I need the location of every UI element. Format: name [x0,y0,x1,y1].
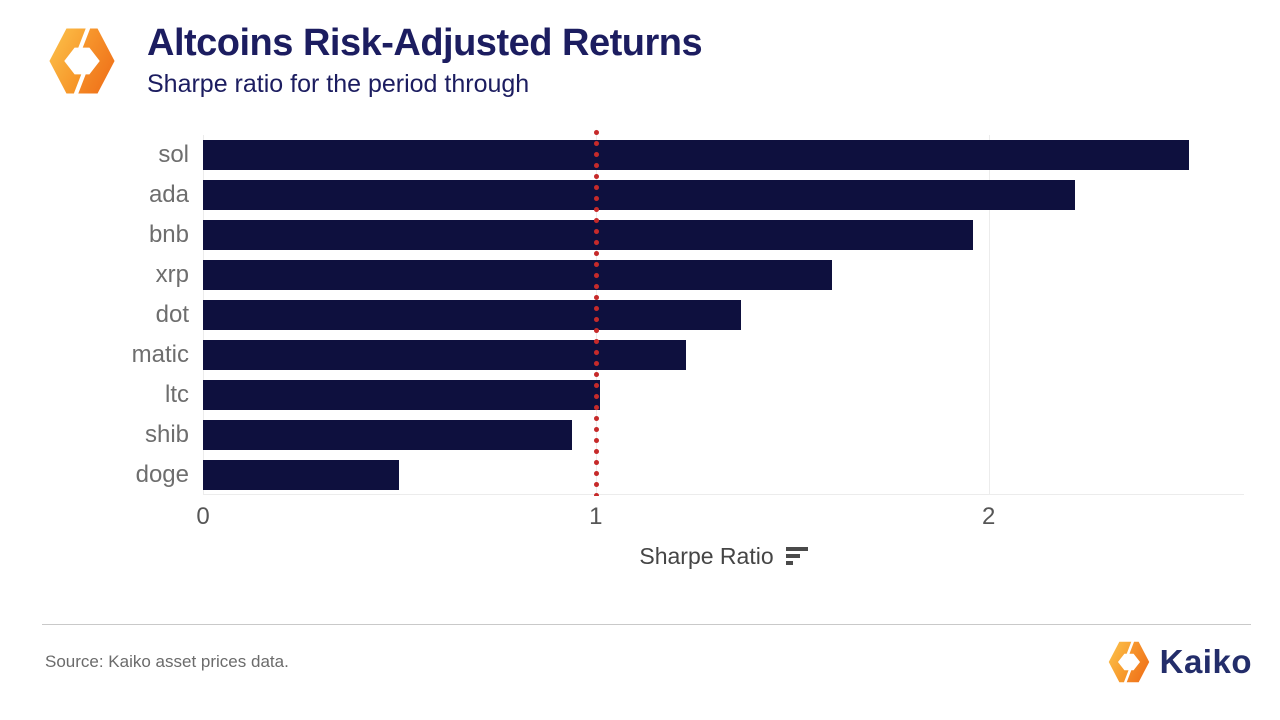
source-text: Source: Kaiko asset prices data. [45,652,289,671]
y-axis-label-dot: dot [155,300,189,328]
y-axis-label-matic: matic [131,340,189,368]
footer: Source: Kaiko asset prices data. Kaiko [0,624,1280,685]
bar-sol [203,139,1189,170]
y-axis-label-ada: ada [148,180,189,208]
kaiko-logo-icon [1108,641,1149,683]
footer-divider [42,624,1251,625]
plot-area [203,126,1244,496]
bar-row-matic [203,335,1244,375]
y-axis-label-doge: doge [135,460,189,488]
header-text: Altcoins Risk-Adjusted Returns Sharpe ra… [147,22,703,99]
bar-doge [203,459,400,490]
x-axis: 0 1 2 [196,495,1244,530]
page-title: Altcoins Risk-Adjusted Returns [147,22,703,64]
kaiko-brand: Kaiko [1106,639,1252,685]
y-axis-label-sol: sol [158,140,189,168]
bar-row-dot [203,295,1244,335]
bar-row-sol [203,135,1244,175]
brand-wordmark: Kaiko [1159,643,1252,680]
reference-line [593,126,599,496]
bar-ltc [203,379,600,410]
bar-xrp [203,259,832,290]
y-axis-label-bnb: bnb [148,220,189,248]
x-tick-0: 0 [196,502,210,530]
y-axis-label-ltc: ltc [165,380,189,408]
bar-row-bnb [203,215,1244,255]
y-axis-label-shib: shib [144,420,189,448]
bar-ada [203,179,1076,210]
bar-row-xrp [203,255,1244,295]
x-axis-label-row: Sharpe Ratio [203,543,1244,570]
bar-chart: sol ada bnb xrp dot matic ltc shib doge [0,126,1280,496]
bar-matic [203,339,687,370]
kaiko-logo-icon [49,28,115,94]
bar-shib [203,419,573,450]
bar-dot [203,299,742,330]
sort-descending-icon [785,547,808,566]
bar-row-doge [203,455,1244,495]
bar-bnb [203,219,973,250]
x-tick-1: 1 [589,502,603,530]
y-axis-label-xrp: xrp [155,260,189,288]
header: Altcoins Risk-Adjusted Returns Sharpe ra… [0,0,1280,99]
footer-row: Source: Kaiko asset prices data. Kaiko [0,625,1280,685]
page-subtitle: Sharpe ratio for the period through [147,69,530,98]
y-axis-labels: sol ada bnb xrp dot matic ltc shib doge [60,135,203,495]
bar-row-ltc [203,375,1244,415]
bar-row-ada [203,175,1244,215]
gridline-x-2 [988,134,990,494]
bar-row-shib [203,415,1244,455]
x-tick-2: 2 [981,502,996,530]
x-axis-title: Sharpe Ratio [639,542,774,569]
